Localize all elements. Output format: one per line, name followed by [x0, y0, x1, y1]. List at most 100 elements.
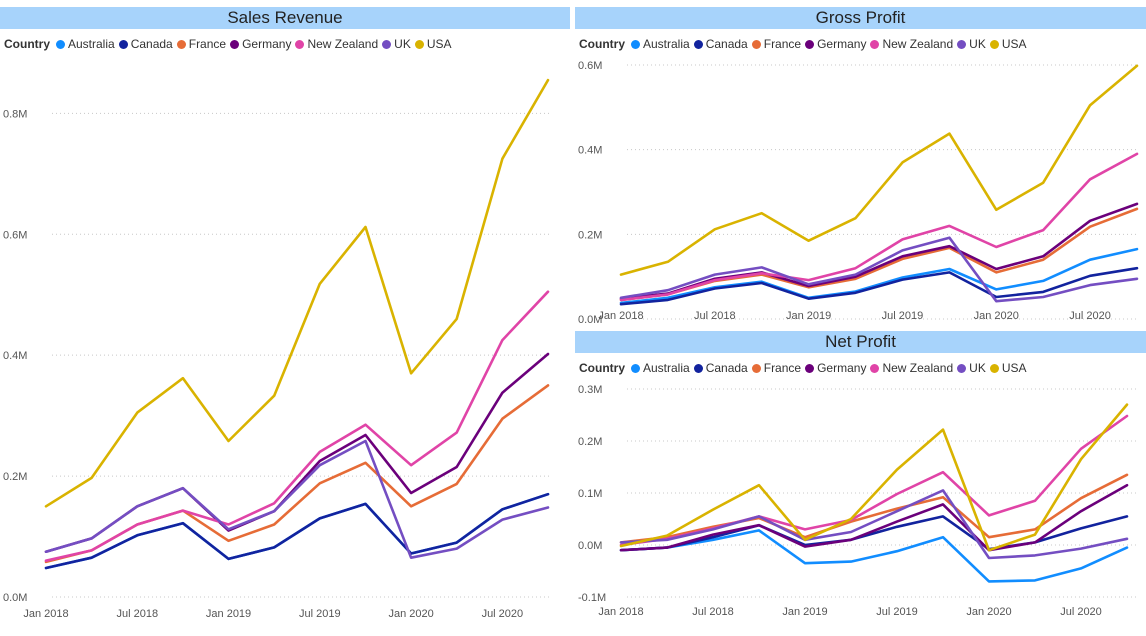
y-tick-label: 0.2M	[3, 471, 27, 483]
series-line-usa[interactable]	[619, 403, 1129, 552]
series-line-uk[interactable]	[44, 439, 550, 560]
legend-marker	[957, 364, 967, 373]
series-line-new-zealand[interactable]	[44, 290, 550, 563]
legend-marker	[693, 364, 703, 373]
legend-marker	[118, 40, 128, 49]
chart-title: Gross Profit	[575, 7, 1146, 29]
legend-label: Australia	[643, 361, 690, 375]
legend-item-uk[interactable]: UK	[957, 361, 986, 375]
series-line-france[interactable]	[44, 384, 550, 564]
sales-revenue-chart: Sales Revenue Country Australia Canada Fran…	[0, 7, 570, 636]
y-tick-label: 0.4M	[578, 145, 602, 157]
legend-item-canada[interactable]: Canada	[693, 361, 748, 375]
legend-item-usa[interactable]: USA	[989, 361, 1027, 375]
legend-marker	[631, 40, 640, 49]
legend-title: Country	[4, 37, 50, 51]
legend-item-uk[interactable]: UK	[382, 37, 411, 51]
legend-marker	[751, 40, 761, 49]
legend-title: Country	[579, 361, 625, 375]
legend-item-usa[interactable]: USA	[989, 37, 1027, 51]
plot-area: 0.0M 0.2M 0.4M 0.6M Jan 2018 Jul 2018 Jan 2019…	[578, 60, 1139, 326]
legend-label: France	[188, 37, 227, 51]
legend-item-australia[interactable]: Australia	[631, 37, 690, 51]
legend-item-france[interactable]: France	[176, 37, 227, 51]
x-tick-label: Jul 2019	[299, 608, 341, 620]
y-tick-label: 0.0M	[3, 592, 27, 604]
x-tick-label: Jul 2020	[1060, 606, 1102, 618]
legend-label: Australia	[68, 37, 115, 51]
series-line-uk[interactable]	[619, 489, 1129, 560]
legend-title: Country	[579, 37, 625, 51]
chart-title: Sales Revenue	[0, 7, 570, 29]
x-tick-label: Jan 2020	[974, 310, 1019, 322]
series-line-canada[interactable]	[44, 492, 550, 570]
legend-label: France	[763, 37, 802, 51]
y-tick-label: 0.6M	[578, 60, 602, 72]
series-line-germany[interactable]	[44, 352, 550, 554]
x-tick-label: Jul 2020	[1069, 310, 1111, 322]
legend-marker	[805, 40, 815, 49]
series-line-canada[interactable]	[619, 515, 1129, 552]
series-line-canada[interactable]	[619, 266, 1139, 306]
gross-profit-chart: Gross Profit Country Australia Canada Franc…	[575, 7, 1146, 326]
x-tick-label: Jan 2019	[786, 310, 831, 322]
legend-marker	[414, 40, 424, 49]
x-tick-label: Jan 2018	[23, 608, 68, 620]
x-tick-label: Jul 2019	[876, 606, 918, 618]
y-tick-label: 0.2M	[578, 229, 602, 241]
legend-label: Germany	[242, 37, 292, 51]
legend-item-australia[interactable]: Australia	[56, 37, 115, 51]
y-tick-label: 0.1M	[578, 488, 602, 500]
x-tick-label: Jul 2018	[692, 606, 734, 618]
legend-item-new-zealand[interactable]: New Zealand	[870, 37, 953, 51]
legend-item-germany[interactable]: Germany	[805, 37, 866, 51]
legend-marker	[631, 364, 640, 373]
legend-item-germany[interactable]: Germany	[230, 37, 291, 51]
series-line-uk[interactable]	[619, 236, 1139, 303]
x-tick-label: Jan 2018	[598, 606, 643, 618]
legend-item-australia[interactable]: Australia	[631, 361, 690, 375]
legend-item-uk[interactable]: UK	[957, 37, 986, 51]
legend-label: Canada	[705, 361, 748, 375]
legend-item-france[interactable]: France	[751, 361, 802, 375]
legend-marker	[693, 40, 703, 49]
legend-label: New Zealand	[307, 37, 379, 51]
x-tick-label: Jul 2018	[116, 608, 158, 620]
series-line-germany[interactable]	[619, 483, 1129, 552]
legend: Country Australia Canada France Germany New Z…	[579, 37, 1031, 53]
legend-item-france[interactable]: France	[751, 37, 802, 51]
legend-label: UK	[969, 37, 986, 51]
legend-label: USA	[426, 37, 452, 51]
legend-label: Germany	[817, 37, 867, 51]
legend-marker	[870, 40, 880, 49]
legend-item-canada[interactable]: Canada	[693, 37, 748, 51]
legend-label: UK	[969, 361, 986, 375]
series-line-australia[interactable]	[619, 529, 1129, 583]
legend-label: France	[763, 361, 802, 375]
series-line-new-zealand[interactable]	[619, 414, 1129, 547]
plot-area: 0.0M 0.2M 0.4M 0.6M 0.8M Jan 2018 Jul 2018 Jan …	[3, 78, 552, 620]
y-tick-label: 0.8M	[3, 108, 27, 120]
y-tick-label: -0.1M	[578, 592, 606, 604]
series-line-usa[interactable]	[619, 64, 1139, 276]
x-tick-label: Jul 2019	[882, 310, 924, 322]
legend-label: Canada	[705, 37, 748, 51]
legend-marker	[957, 40, 967, 49]
legend-marker	[382, 40, 392, 49]
legend-item-usa[interactable]: USA	[414, 37, 452, 51]
series-line-new-zealand[interactable]	[619, 152, 1139, 302]
legend-label: New Zealand	[882, 37, 954, 51]
y-tick-label: 0.3M	[578, 384, 602, 396]
series-line-usa[interactable]	[44, 78, 550, 508]
legend-marker	[989, 364, 999, 373]
legend-item-new-zealand[interactable]: New Zealand	[295, 37, 378, 51]
legend-item-new-zealand[interactable]: New Zealand	[870, 361, 953, 375]
legend: Country Australia Canada France Germany New Z…	[4, 37, 456, 53]
legend-item-germany[interactable]: Germany	[805, 361, 866, 375]
legend-marker	[176, 40, 186, 49]
legend-item-canada[interactable]: Canada	[118, 37, 173, 51]
legend-label: Canada	[130, 37, 173, 51]
series-line-australia[interactable]	[619, 247, 1139, 305]
legend-marker	[295, 40, 305, 49]
y-tick-label: 0.2M	[578, 436, 602, 448]
